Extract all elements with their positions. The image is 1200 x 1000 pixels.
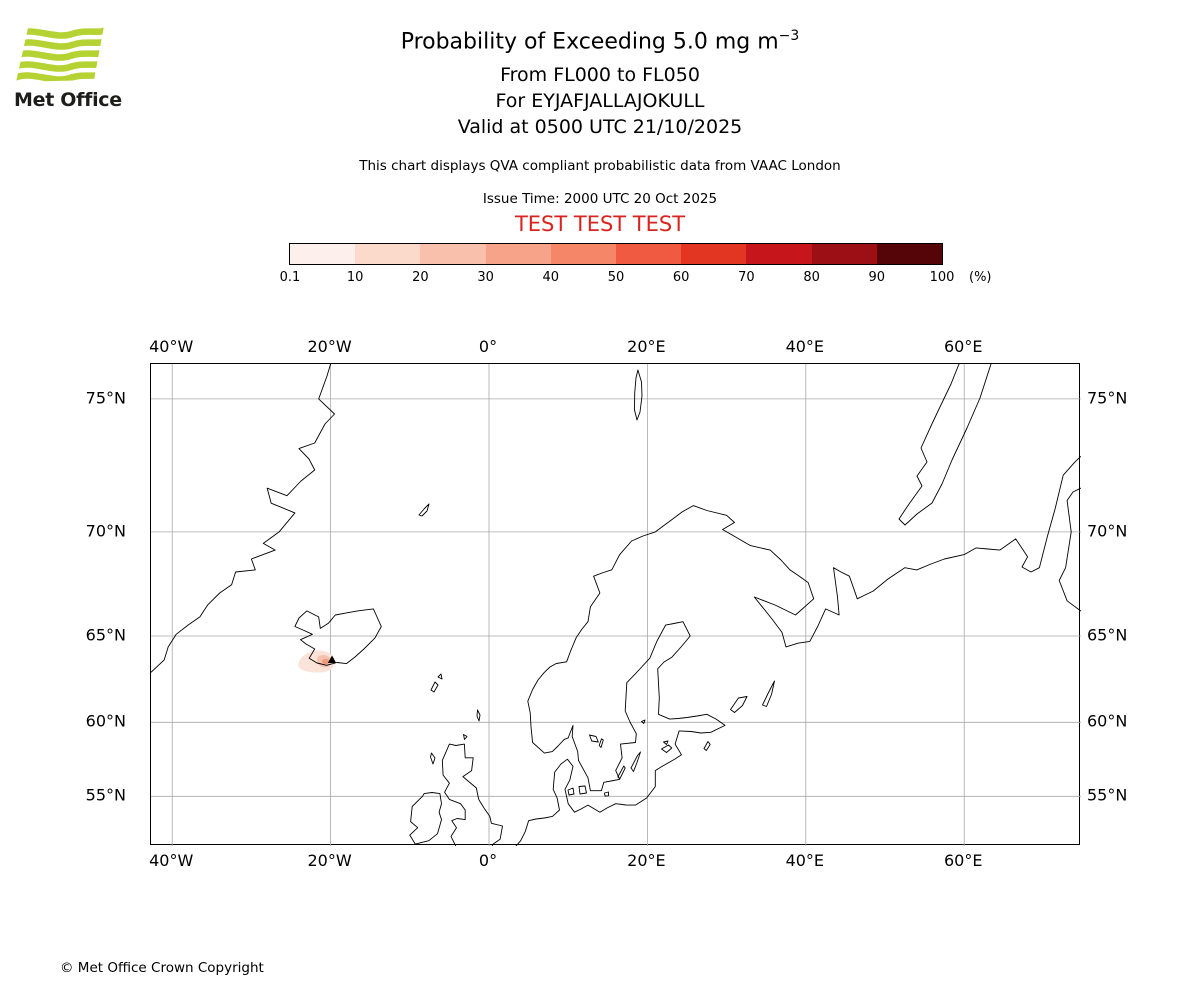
coastline-novaya-zemlya <box>898 364 992 526</box>
colorbar-tick-label: 60 <box>672 270 690 285</box>
probability-colorbar <box>289 243 943 265</box>
coastline-gulf-of-ob <box>1058 487 1081 612</box>
latitude-tick-label: 60°N <box>1087 711 1128 731</box>
issue-time: Issue Time: 2000 UTC 20 Oct 2025 <box>482 191 718 207</box>
coastline-ireland <box>409 792 442 845</box>
lake-vanern <box>589 734 599 743</box>
longitude-tick-label: 40°W <box>149 851 194 870</box>
longitude-tick-label: 20°W <box>307 851 352 870</box>
coastline-hebrides <box>430 752 436 765</box>
coastline-great-britain <box>441 743 503 846</box>
colorbar-tick-label: 30 <box>477 270 494 285</box>
coastline-jan-mayen <box>418 503 430 517</box>
lake-peipus <box>703 741 711 751</box>
flight-level-range: From FL000 to FL050 <box>500 64 700 86</box>
map-area <box>150 363 1081 846</box>
coastline-saaremaa <box>661 740 673 753</box>
longitude-tick-label: 0° <box>478 851 498 870</box>
coastline-gotland <box>630 751 641 772</box>
title-exponent: −3 <box>778 28 800 44</box>
colorbar-segment <box>420 244 486 264</box>
longitude-labels-bottom: 40°W 20°W 0° 20°E 40°E 60°E <box>149 851 1080 871</box>
colorbar-segment <box>550 244 617 264</box>
chart-title: Probability of Exceeding 5.0 mg m−3 <box>400 28 800 55</box>
latitude-tick-label: 65°N <box>1087 625 1128 645</box>
longitude-tick-label: 0° <box>478 337 498 356</box>
colorbar-segment <box>811 244 877 264</box>
volcano-name: For EYJAFJALLAJOKULL <box>495 90 705 112</box>
met-office-logo-text: Met Office <box>14 89 122 111</box>
qva-description: This chart displays QVA compliant probab… <box>359 158 841 174</box>
lake-vattern <box>598 738 604 748</box>
colorbar-segment <box>681 244 747 264</box>
longitude-tick-label: 60°E <box>943 337 983 356</box>
lake-ladoga <box>730 696 748 713</box>
colorbar-tick-labels: 0.1 10 20 30 40 50 60 70 80 90 100 <box>280 270 955 286</box>
colorbar-tick-label: 10 <box>346 270 364 285</box>
lake-onega <box>762 680 775 707</box>
grid-lines <box>151 364 1081 846</box>
colorbar-segment <box>876 244 943 264</box>
latitude-tick-label: 55°N <box>85 785 126 805</box>
met-office-logo-icon <box>16 26 104 82</box>
longitude-tick-label: 20°W <box>307 337 352 356</box>
colorbar-segment <box>355 244 421 264</box>
map-canvas <box>151 364 1081 846</box>
colorbar-tick-label: 0.1 <box>279 270 301 285</box>
met-office-logo: Met Office <box>14 26 124 111</box>
longitude-tick-label: 60°E <box>943 851 983 870</box>
coastline-greenland <box>151 364 335 673</box>
colorbar-unit-label: (%) <box>969 270 992 285</box>
colorbar-tick-label: 80 <box>803 270 820 285</box>
copyright: © Met Office Crown Copyright <box>60 960 264 976</box>
colorbar-tick-label: 20 <box>412 270 429 285</box>
coastline-iceland <box>294 608 382 666</box>
latitude-tick-label: 70°N <box>85 521 126 541</box>
coastline-danish-islands <box>567 785 609 797</box>
valid-time: Valid at 0500 UTC 21/10/2025 <box>457 116 743 138</box>
latitude-tick-label: 75°N <box>1087 388 1128 408</box>
longitude-tick-label: 40°E <box>785 851 825 870</box>
colorbar-segment <box>616 244 682 264</box>
coastline-aland <box>641 719 646 724</box>
longitude-tick-label: 20°E <box>627 337 666 356</box>
longitude-tick-label: 40°E <box>785 337 825 356</box>
volcano-marker <box>327 655 337 663</box>
coastlines <box>151 364 1081 846</box>
latitude-labels-left: 75°N 70°N 65°N 60°N 55°N <box>66 363 126 845</box>
ash-contour-high <box>322 658 329 665</box>
test-banner: TEST TEST TEST <box>514 212 686 236</box>
colorbar-segment <box>485 244 551 264</box>
colorbar-segment <box>290 244 356 264</box>
colorbar-tick-label: 70 <box>738 270 755 285</box>
colorbar-tick-label: 90 <box>868 270 886 285</box>
coastline-orkney <box>463 734 468 740</box>
longitude-labels-top: 40°W 20°W 0° 20°E 40°E 60°E <box>149 337 1080 357</box>
colorbar-tick-label: 50 <box>607 270 625 285</box>
latitude-tick-label: 70°N <box>1087 521 1128 541</box>
coastline-bear-island <box>634 369 643 421</box>
longitude-tick-label: 40°W <box>149 337 194 356</box>
latitude-tick-label: 75°N <box>85 388 126 408</box>
latitude-tick-label: 55°N <box>1087 785 1128 805</box>
longitude-tick-label: 20°E <box>627 851 666 870</box>
coastline-mainland-europe <box>515 456 1081 846</box>
latitude-labels-right: 75°N 70°N 65°N 60°N 55°N <box>1087 363 1149 845</box>
coastline-shetland <box>476 709 481 722</box>
colorbar-tick-label: 40 <box>542 270 560 285</box>
colorbar-tick-label: 100 <box>929 270 955 285</box>
colorbar-segment <box>746 244 812 264</box>
coastline-oland <box>617 765 626 779</box>
latitude-tick-label: 60°N <box>85 711 126 731</box>
latitude-tick-label: 65°N <box>85 625 126 645</box>
coastline-faroe <box>430 673 443 693</box>
